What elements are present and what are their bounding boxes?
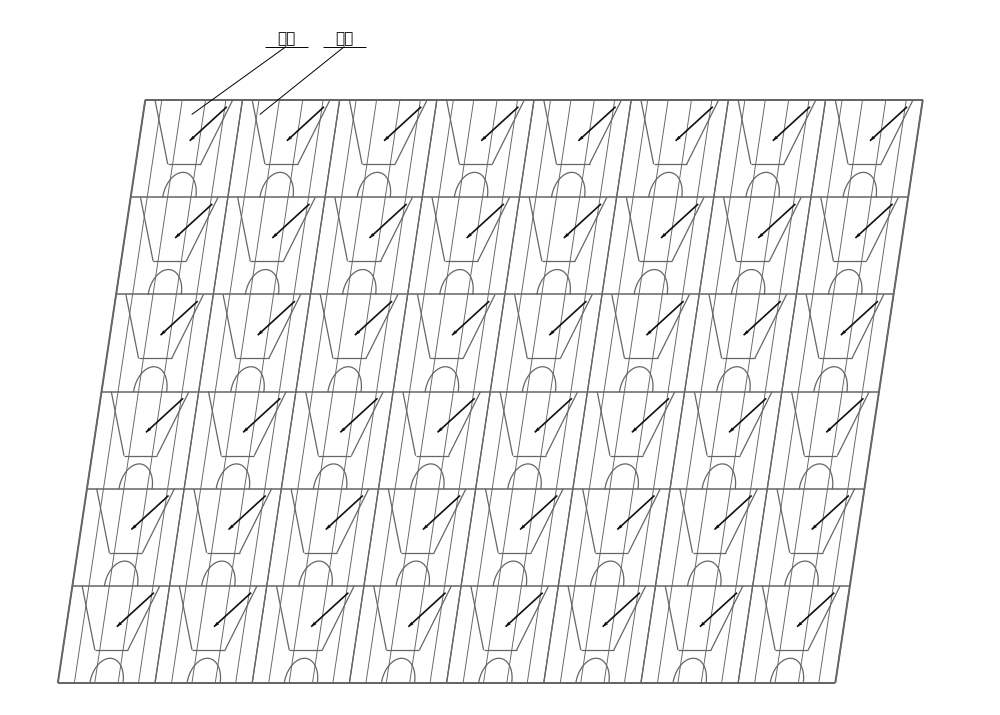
Polygon shape: [549, 330, 554, 335]
Polygon shape: [384, 136, 389, 141]
Polygon shape: [175, 233, 180, 238]
Polygon shape: [773, 136, 778, 141]
Polygon shape: [646, 330, 652, 335]
Polygon shape: [272, 233, 277, 238]
Polygon shape: [340, 428, 345, 433]
Polygon shape: [190, 136, 195, 141]
Polygon shape: [438, 428, 443, 433]
Polygon shape: [603, 622, 608, 627]
Polygon shape: [676, 136, 681, 141]
Polygon shape: [661, 233, 666, 238]
Polygon shape: [243, 428, 248, 433]
Polygon shape: [326, 525, 331, 530]
Polygon shape: [146, 428, 151, 433]
Polygon shape: [812, 525, 817, 530]
Polygon shape: [535, 428, 540, 433]
Polygon shape: [617, 525, 622, 530]
Polygon shape: [841, 330, 846, 335]
Polygon shape: [578, 136, 584, 141]
Polygon shape: [452, 330, 457, 335]
Polygon shape: [131, 525, 137, 530]
Polygon shape: [729, 428, 734, 433]
Polygon shape: [355, 330, 360, 335]
Polygon shape: [408, 622, 413, 627]
Polygon shape: [870, 136, 875, 141]
Polygon shape: [229, 525, 234, 530]
Polygon shape: [423, 525, 428, 530]
Polygon shape: [311, 622, 316, 627]
Polygon shape: [632, 428, 637, 433]
Polygon shape: [826, 428, 831, 433]
Polygon shape: [161, 330, 166, 335]
Polygon shape: [287, 136, 292, 141]
Polygon shape: [797, 622, 802, 627]
Polygon shape: [214, 622, 219, 627]
Polygon shape: [855, 233, 861, 238]
Polygon shape: [258, 330, 263, 335]
Polygon shape: [744, 330, 749, 335]
Polygon shape: [467, 233, 472, 238]
Polygon shape: [714, 525, 720, 530]
Text: 孔隙: 孔隙: [277, 31, 295, 46]
Polygon shape: [369, 233, 375, 238]
Polygon shape: [506, 622, 511, 627]
Polygon shape: [117, 622, 122, 627]
Polygon shape: [758, 233, 763, 238]
Polygon shape: [520, 525, 525, 530]
Polygon shape: [700, 622, 705, 627]
Polygon shape: [481, 136, 486, 141]
Polygon shape: [564, 233, 569, 238]
Text: 流道: 流道: [335, 31, 354, 46]
